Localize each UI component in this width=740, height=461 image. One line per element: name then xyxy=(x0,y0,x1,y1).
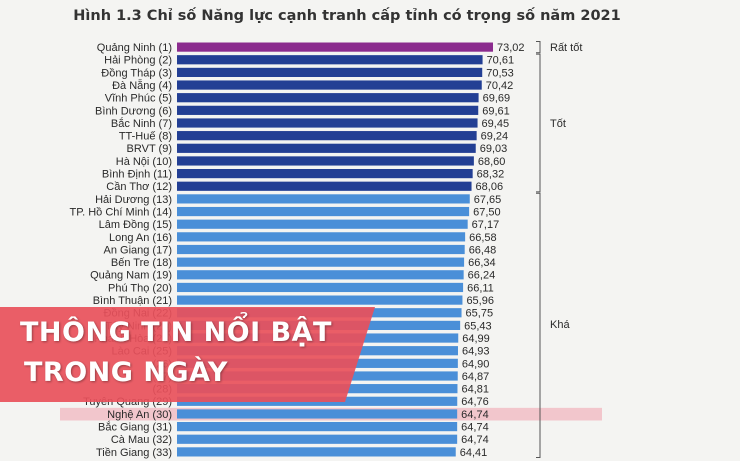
value-label: 70,42 xyxy=(486,80,514,92)
value-label: 68,60 xyxy=(478,156,506,168)
group-label: Tốt xyxy=(550,118,566,130)
group-bracket xyxy=(536,41,541,54)
category-label: BRVT (9) xyxy=(127,143,172,155)
value-label: 73,02 xyxy=(497,42,525,54)
value-label: 67,17 xyxy=(472,219,500,231)
value-label: 67,65 xyxy=(474,194,502,206)
category-label: Đà Nẵng (4) xyxy=(112,79,172,92)
category-label: TP. Hồ Chí Minh (14) xyxy=(69,206,172,218)
value-label: 66,24 xyxy=(468,270,496,282)
bar xyxy=(177,194,470,204)
bar xyxy=(177,143,476,153)
chart-groups: Rất tốt Tốt Khá xyxy=(536,41,582,458)
category-label: Quảng Ninh (1) xyxy=(97,42,172,54)
value-label: 66,48 xyxy=(469,244,497,256)
bar xyxy=(177,206,470,217)
value-label: 64,74 xyxy=(461,434,489,446)
value-label: 65,96 xyxy=(466,295,494,307)
category-label: Bến Tre (18) xyxy=(111,257,172,269)
bar xyxy=(177,67,483,77)
value-label: 66,58 xyxy=(469,232,497,244)
bar xyxy=(177,409,458,419)
banner-shape xyxy=(0,307,375,402)
value-label: 64,41 xyxy=(460,447,488,459)
bar xyxy=(177,42,493,52)
category-label: Hải Dương (13) xyxy=(95,194,172,206)
category-label: Tiền Giang (33) xyxy=(96,447,172,459)
category-label: An Giang (17) xyxy=(104,244,172,256)
category-label: Bắc Ninh (7) xyxy=(111,117,172,130)
value-label: 69,24 xyxy=(481,131,509,143)
value-label: 64,99 xyxy=(462,333,490,345)
bar xyxy=(177,244,465,255)
bar xyxy=(177,93,479,103)
value-label: 64,93 xyxy=(462,346,490,358)
bar xyxy=(177,156,474,166)
bar xyxy=(177,282,464,293)
group-label: Khá xyxy=(550,319,570,331)
banner-line-1: THÔNG TIN NỔI BẬT xyxy=(20,317,332,348)
value-label: 69,61 xyxy=(482,105,510,117)
category-label: Long An (16) xyxy=(109,232,172,244)
bar xyxy=(177,219,468,229)
bar xyxy=(177,131,477,141)
value-label: 64,90 xyxy=(462,358,490,370)
bar xyxy=(177,447,456,457)
group-label: Rất tốt xyxy=(550,42,582,54)
value-label: 64,87 xyxy=(462,371,490,383)
bar xyxy=(177,169,473,179)
group-bracket xyxy=(536,53,541,193)
value-label: 68,06 xyxy=(476,181,504,193)
category-label: Bình Định (11) xyxy=(102,169,172,181)
bar xyxy=(177,181,472,191)
bar xyxy=(177,422,458,432)
value-label: 66,34 xyxy=(468,257,496,269)
group-bracket xyxy=(536,192,541,458)
category-label: Cần Thơ (12) xyxy=(106,181,172,193)
category-label: TT-Huế (8) xyxy=(119,131,172,143)
value-label: 64,74 xyxy=(461,409,489,421)
category-label: Cà Mau (32) xyxy=(111,434,172,446)
category-label: Đồng Tháp (3) xyxy=(101,67,172,79)
category-label: Nghệ An (30) xyxy=(107,409,172,421)
category-label: Phú Thọ (20) xyxy=(108,282,172,294)
value-label: 70,61 xyxy=(487,55,515,67)
bar xyxy=(177,105,479,115)
bar xyxy=(177,232,466,242)
bar xyxy=(177,257,465,267)
value-label: 69,03 xyxy=(480,143,508,155)
value-label: 70,53 xyxy=(486,67,514,79)
category-label: Hà Nội (10) xyxy=(116,156,172,168)
value-label: 66,11 xyxy=(467,282,494,294)
value-label: 64,81 xyxy=(461,384,489,396)
bar xyxy=(177,434,458,444)
value-label: 68,32 xyxy=(477,169,505,181)
chart-title: Hình 1.3 Chỉ số Năng lực cạnh tranh cấp … xyxy=(73,7,620,24)
value-label: 69,69 xyxy=(483,93,511,105)
value-label: 64,76 xyxy=(461,396,489,408)
bar xyxy=(177,80,482,90)
highlight-banner: THÔNG TIN NỔI BẬT TRONG NGÀY xyxy=(0,307,375,402)
value-label: 69,45 xyxy=(482,118,510,130)
bar xyxy=(177,118,478,128)
category-label: Vĩnh Phúc (5) xyxy=(105,93,172,105)
category-label: Bình Thuận (21) xyxy=(93,295,172,307)
value-label: 67,50 xyxy=(473,206,501,218)
category-label: Lâm Đồng (15) xyxy=(99,219,172,231)
bar xyxy=(177,55,483,65)
value-label: 65,75 xyxy=(466,308,494,320)
category-label: Bắc Giang (31) xyxy=(98,421,172,434)
bar xyxy=(177,270,464,280)
value-label: 64,74 xyxy=(461,422,489,434)
banner-line-2: TRONG NGÀY xyxy=(24,357,228,388)
category-label: Quảng Nam (19) xyxy=(90,270,172,282)
bar xyxy=(177,295,463,305)
category-label: Bình Dương (6) xyxy=(95,105,172,117)
category-label: Hải Phòng (2) xyxy=(104,55,172,67)
value-label: 65,43 xyxy=(464,320,492,332)
